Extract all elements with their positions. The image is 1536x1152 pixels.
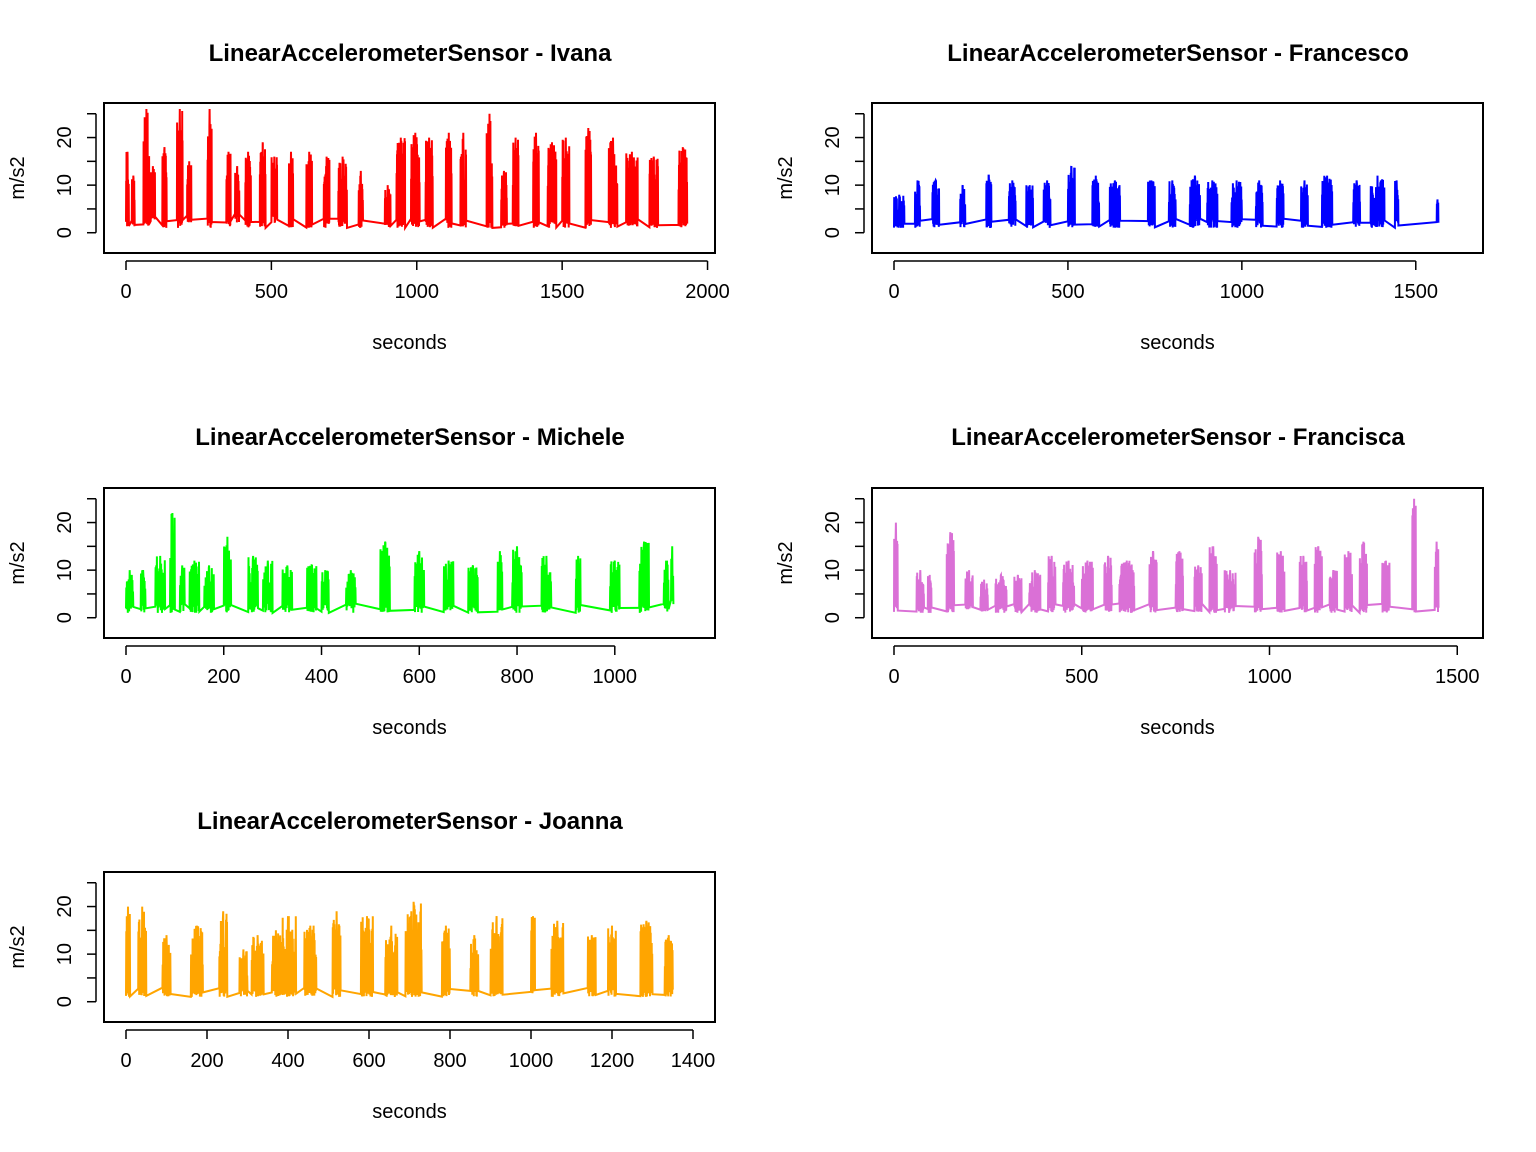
y-axis-label: m/s2 bbox=[775, 541, 797, 584]
x-axis-label: seconds bbox=[372, 332, 447, 354]
y-tick-label: 10 bbox=[822, 559, 844, 581]
x-tick-label: 0 bbox=[120, 666, 131, 688]
plot-frame bbox=[871, 102, 1484, 254]
x-tick-label: 200 bbox=[207, 666, 240, 688]
y-tick-label: 10 bbox=[822, 174, 844, 196]
x-tick-label: 1500 bbox=[1435, 666, 1480, 688]
plot-frame bbox=[871, 487, 1484, 639]
series-line bbox=[125, 108, 689, 232]
x-tick-label: 1000 bbox=[1247, 666, 1292, 688]
y-tick-label: 20 bbox=[54, 895, 76, 917]
y-tick-label: 10 bbox=[54, 559, 76, 581]
y-tick-label: 20 bbox=[54, 126, 76, 148]
y-tick-label: 0 bbox=[54, 996, 76, 1007]
series-line bbox=[893, 498, 1440, 616]
x-tick-label: 1000 bbox=[1220, 281, 1265, 303]
x-tick-label: 600 bbox=[403, 666, 436, 688]
series-line bbox=[893, 165, 1440, 230]
x-tick-label: 1200 bbox=[590, 1050, 635, 1072]
plot-frame bbox=[103, 871, 716, 1023]
y-tick-label: 10 bbox=[54, 943, 76, 965]
chart-title: LinearAccelerometerSensor - Joanna bbox=[197, 808, 623, 835]
y-tick-label: 0 bbox=[54, 612, 76, 623]
x-tick-label: 1400 bbox=[671, 1050, 716, 1072]
y-axis-label: m/s2 bbox=[7, 156, 29, 199]
y-tick-label: 20 bbox=[822, 511, 844, 533]
y-tick-label: 0 bbox=[54, 227, 76, 238]
y-tick-label: 20 bbox=[822, 126, 844, 148]
x-axis-label: seconds bbox=[372, 1101, 447, 1123]
chart-title: LinearAccelerometerSensor - Francisca bbox=[951, 424, 1405, 451]
x-tick-label: 1000 bbox=[395, 281, 440, 303]
x-tick-label: 800 bbox=[500, 666, 533, 688]
x-tick-label: 400 bbox=[305, 666, 338, 688]
x-tick-label: 2000 bbox=[685, 281, 730, 303]
x-tick-label: 0 bbox=[120, 1050, 131, 1072]
x-tick-label: 1500 bbox=[1394, 281, 1439, 303]
x-tick-label: 0 bbox=[888, 281, 899, 303]
x-tick-label: 1000 bbox=[509, 1050, 554, 1072]
x-axis-label: seconds bbox=[372, 717, 447, 739]
x-tick-label: 500 bbox=[1065, 666, 1098, 688]
x-tick-label: 0 bbox=[888, 666, 899, 688]
plot-frame bbox=[103, 102, 716, 254]
x-tick-label: 0 bbox=[120, 281, 131, 303]
chart-panel-4: LinearAccelerometerSensor - Francisca 0 50… bbox=[775, 424, 1484, 739]
y-tick-label: 0 bbox=[822, 612, 844, 623]
y-tick-label: 0 bbox=[822, 227, 844, 238]
chart-title: LinearAccelerometerSensor - Ivana bbox=[209, 40, 612, 67]
chart-panel-2: LinearAccelerometerSensor - Francesco 0 50… bbox=[775, 40, 1484, 354]
y-tick-label: 10 bbox=[54, 174, 76, 196]
x-tick-label: 500 bbox=[255, 281, 288, 303]
plot-frame bbox=[103, 487, 716, 639]
chart-title: LinearAccelerometerSensor - Michele bbox=[195, 424, 625, 451]
x-tick-label: 1000 bbox=[593, 666, 638, 688]
x-axis-label: seconds bbox=[1140, 332, 1215, 354]
y-tick-label: 20 bbox=[54, 511, 76, 533]
y-axis-label: m/s2 bbox=[7, 541, 29, 584]
x-axis-label: seconds bbox=[1140, 717, 1215, 739]
y-axis-label: m/s2 bbox=[775, 156, 797, 199]
series-line bbox=[125, 512, 675, 615]
series-line bbox=[125, 901, 674, 999]
x-tick-label: 200 bbox=[190, 1050, 223, 1072]
x-tick-label: 400 bbox=[271, 1050, 304, 1072]
y-axis-label: m/s2 bbox=[7, 925, 29, 968]
x-tick-label: 500 bbox=[1051, 281, 1084, 303]
chart-title: LinearAccelerometerSensor - Francesco bbox=[947, 40, 1409, 67]
x-tick-label: 1500 bbox=[540, 281, 585, 303]
x-tick-label: 800 bbox=[433, 1050, 466, 1072]
x-tick-label: 600 bbox=[352, 1050, 385, 1072]
